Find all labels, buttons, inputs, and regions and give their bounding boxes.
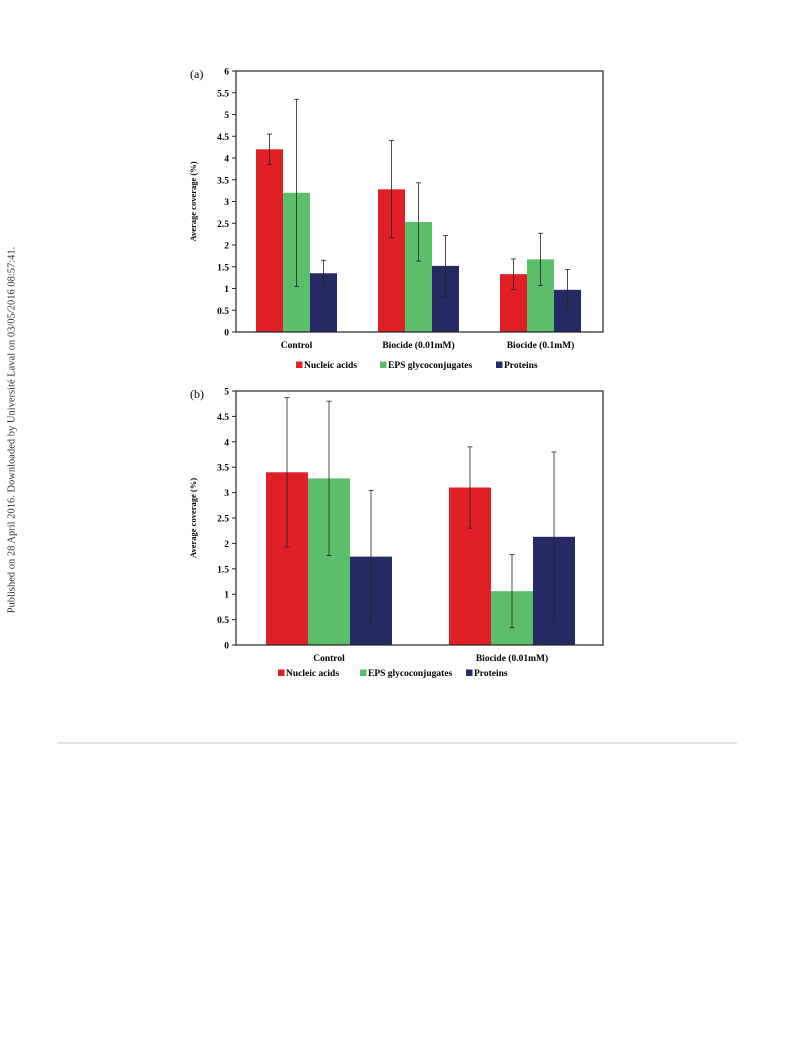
x-tick-label: Control (281, 341, 313, 351)
chart-panel-a: (a) 0 0.5 1 1.5 2 2.5 3 3.5 4 4.5 5 5.5 6 Average cove… (188, 67, 604, 371)
y-tick-label: 3 (224, 198, 229, 208)
x-tick-label: Biocide (0.1mM) (507, 340, 575, 351)
y-tick-label: 0 (224, 329, 229, 339)
legend-swatch (496, 361, 503, 368)
y-axis-label: Average coverage (%) (188, 478, 198, 558)
y-tick-label: 6 (224, 68, 229, 78)
bar (256, 149, 283, 332)
plot-frame (235, 390, 604, 646)
y-tick-label: 1.5 (217, 263, 229, 273)
panel-label: (a) (190, 67, 203, 81)
y-tick-label: 5.5 (217, 89, 229, 99)
legend-label: Proteins (474, 669, 508, 679)
legend-label: EPS glycoconjugates (368, 669, 452, 679)
legend-swatch (360, 669, 367, 676)
y-tick-label: 0.5 (217, 307, 229, 317)
y-tick-label: 4 (224, 155, 229, 165)
y-tick-label: 1 (224, 591, 229, 601)
y-tick-label: 1 (224, 285, 229, 295)
legend-swatch (296, 361, 303, 368)
y-tick-label: 0 (224, 642, 229, 652)
legend-label: Nucleic acids (286, 669, 339, 679)
x-tick-label: Biocide (0.01mM) (476, 653, 548, 664)
y-tick-label: 2 (224, 242, 229, 252)
y-axis-label: Average coverage (%) (188, 161, 198, 241)
y-tick-label: 4.5 (217, 133, 229, 143)
chart-panel-b: (b) 0 0.5 1 1.5 2 2.5 3 3.5 4 4.5 5 Average coverage… (188, 387, 604, 679)
legend-swatch (380, 361, 387, 368)
y-tick-label: 3 (224, 489, 229, 499)
y-tick-label: 5 (224, 111, 229, 121)
panel-label: (b) (190, 387, 204, 401)
divider (57, 742, 737, 744)
y-tick-label: 4.5 (217, 413, 229, 423)
y-tick-label: 3.5 (217, 464, 229, 474)
y-tick-label: 3.5 (217, 176, 229, 186)
legend-label: Proteins (504, 361, 538, 371)
legend-swatch (466, 669, 473, 676)
legend-label: Nucleic acids (304, 361, 357, 371)
y-tick-label: 2 (224, 540, 229, 550)
plot-frame (235, 70, 604, 333)
y-tick-label: 4 (224, 438, 229, 448)
y-tick-label: 0.5 (217, 616, 229, 626)
y-tick-label: 1.5 (217, 565, 229, 575)
x-tick-label: Control (313, 654, 345, 664)
legend-label: EPS glycoconjugates (388, 361, 472, 371)
x-tick-label: Biocide (0.01mM) (382, 340, 454, 351)
y-tick-label: 2.5 (217, 220, 229, 230)
y-tick-label: 2.5 (217, 515, 229, 525)
y-tick-label: 5 (224, 388, 229, 398)
legend-swatch (278, 669, 285, 676)
